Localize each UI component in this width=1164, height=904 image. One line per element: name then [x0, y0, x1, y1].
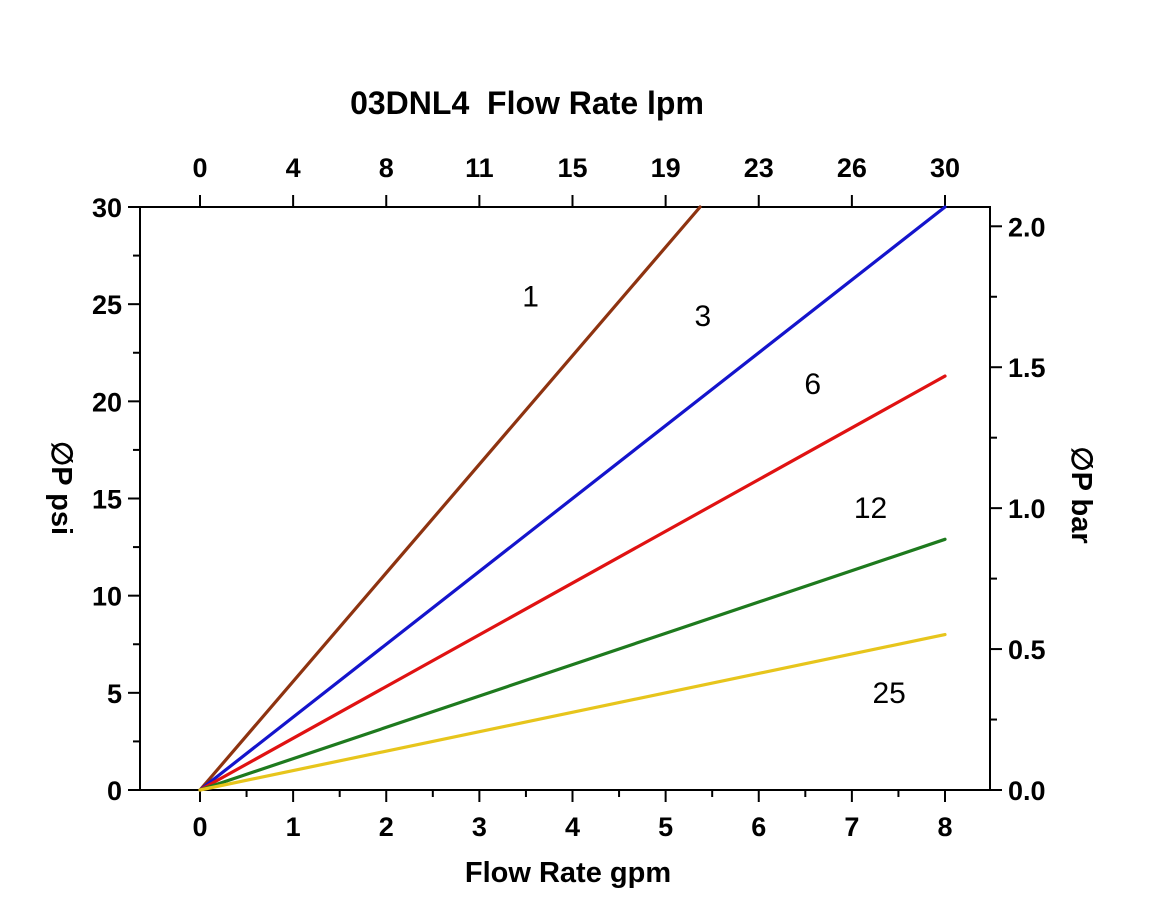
x-axis-tick-label: 2 [379, 812, 394, 842]
top-axis-tick-label: 19 [651, 153, 681, 183]
series-line-12 [198, 537, 947, 792]
plot-area: 0 0 1 4 2 8 3 11 4 15 5 19 6 23 7 26 8 30 0 5 10 15 20 25 30 0.0 0… [92, 153, 1046, 842]
y-axis-tick-label: 10 [92, 582, 122, 612]
x-axis-tick-label: 5 [658, 812, 673, 842]
series-line-6 [198, 374, 947, 792]
top-axis-tick-label: 26 [837, 153, 867, 183]
y-axis-tick-label: 25 [92, 290, 122, 320]
x-axis-tick-label: 7 [844, 812, 859, 842]
x-axis-tick-label: 4 [565, 812, 580, 842]
chart-title: 03DNL4 Flow Rate lpm [350, 85, 704, 121]
top-axis-tick-label: 15 [557, 153, 587, 183]
y-axis-tick-label: 5 [107, 679, 122, 709]
series-label-12: 12 [854, 492, 887, 525]
x-axis-tick-label: 1 [286, 812, 301, 842]
top-axis-tick-label: 11 [465, 153, 494, 183]
y-axis-tick-label: 15 [92, 485, 122, 515]
x-axis-tick-label: 3 [472, 812, 487, 842]
top-axis-tick-label: 0 [192, 153, 207, 183]
series-label-6: 6 [804, 368, 821, 401]
y-axis-tick-label: 30 [92, 193, 122, 223]
series-label-25: 25 [872, 677, 905, 710]
y-axis-tick-label: 20 [92, 387, 122, 417]
x-axis-label-bottom: Flow Rate gpm [465, 857, 671, 889]
right-axis-tick-label: 0.0 [1008, 776, 1046, 806]
series-line-25 [198, 632, 947, 792]
right-axis-tick-label: 1.5 [1008, 353, 1046, 383]
top-axis-tick-label: 8 [379, 153, 394, 183]
top-axis-tick-label: 23 [744, 153, 774, 183]
x-axis-tick-label: 0 [192, 812, 207, 842]
y-axis-tick-label: 0 [107, 776, 122, 806]
series-label-1: 1 [522, 280, 539, 313]
series-line-1 [198, 205, 702, 792]
top-axis-tick-label: 4 [286, 153, 301, 183]
right-axis-tick-label: 2.0 [1008, 212, 1046, 242]
y-axis-label-left: ∅P psi [45, 441, 77, 535]
y-axis-label-right: ∅P bar [1065, 446, 1097, 543]
series-label-3: 3 [695, 300, 712, 333]
x-axis-tick-label: 6 [751, 812, 766, 842]
x-axis-tick-label: 8 [937, 812, 952, 842]
top-axis-tick-label: 30 [930, 153, 960, 183]
series-line-3 [198, 205, 947, 792]
right-axis-tick-label: 1.0 [1008, 494, 1046, 524]
right-axis-tick-label: 0.5 [1008, 635, 1046, 665]
